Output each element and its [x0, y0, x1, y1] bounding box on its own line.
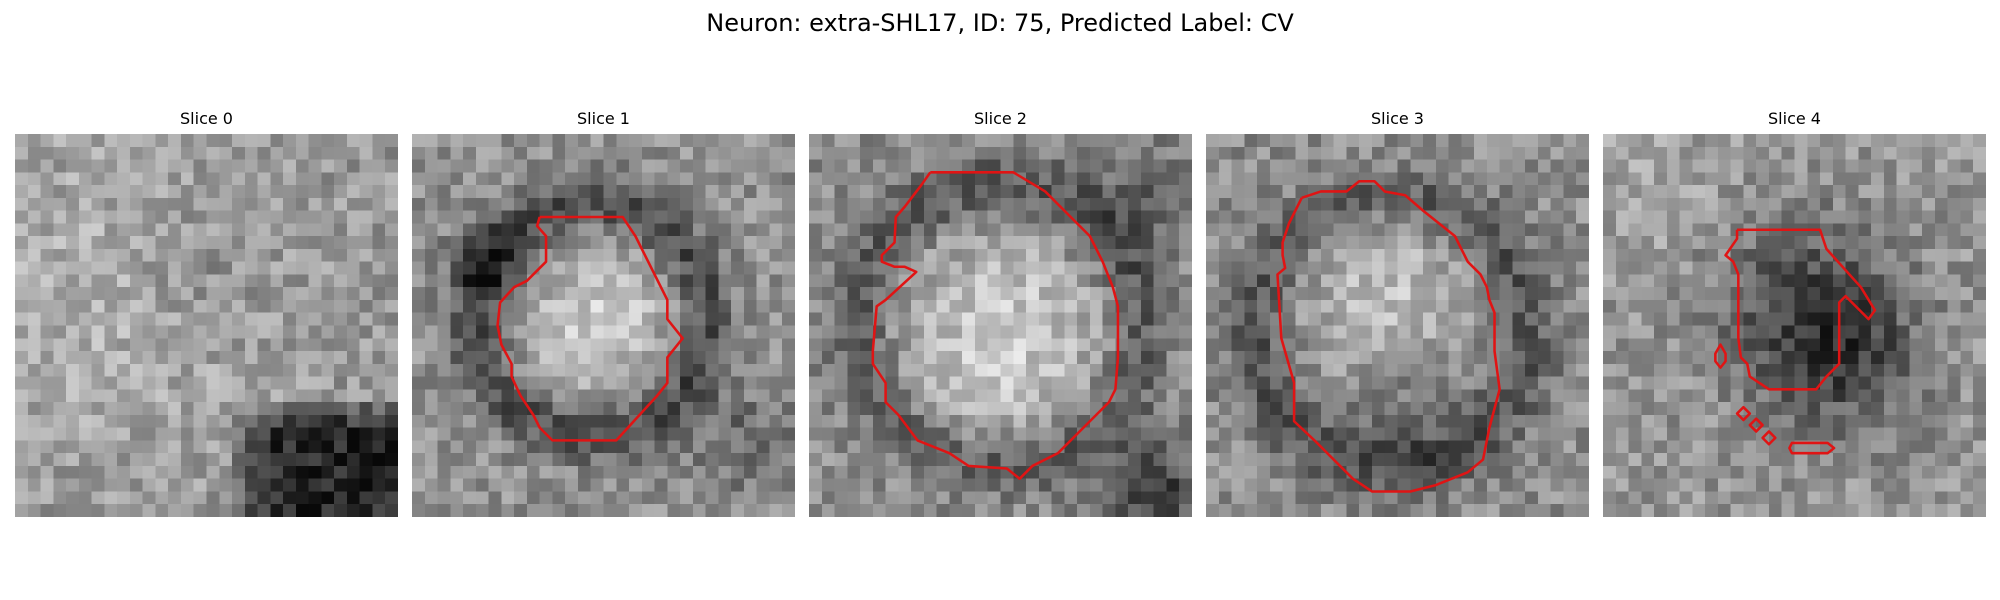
segmentation-contour [1724, 228, 1877, 391]
segmentation-contour [1276, 179, 1501, 493]
segmentation-contour [1788, 441, 1836, 455]
segmentation-contour [1748, 417, 1764, 433]
figure-title: Neuron: extra-SHL17, ID: 75, Predicted L… [706, 9, 1294, 37]
slice-image [1206, 134, 1589, 517]
panel-title: Slice 2 [974, 109, 1027, 128]
segmentation-contour [1714, 343, 1727, 369]
slice-image [1603, 134, 1986, 517]
segmentation-contour [871, 171, 1120, 480]
panel-title: Slice 3 [1371, 109, 1424, 128]
slice-image [15, 134, 398, 517]
segmentation-contour [1735, 405, 1752, 422]
panel-title: Slice 4 [1768, 109, 1821, 128]
segmentation-contour [496, 215, 684, 442]
slice-image [809, 134, 1192, 517]
slice-image [412, 134, 795, 517]
panel-title: Slice 1 [577, 109, 630, 128]
panel-title: Slice 0 [180, 109, 233, 128]
segmentation-contour [1761, 430, 1777, 446]
